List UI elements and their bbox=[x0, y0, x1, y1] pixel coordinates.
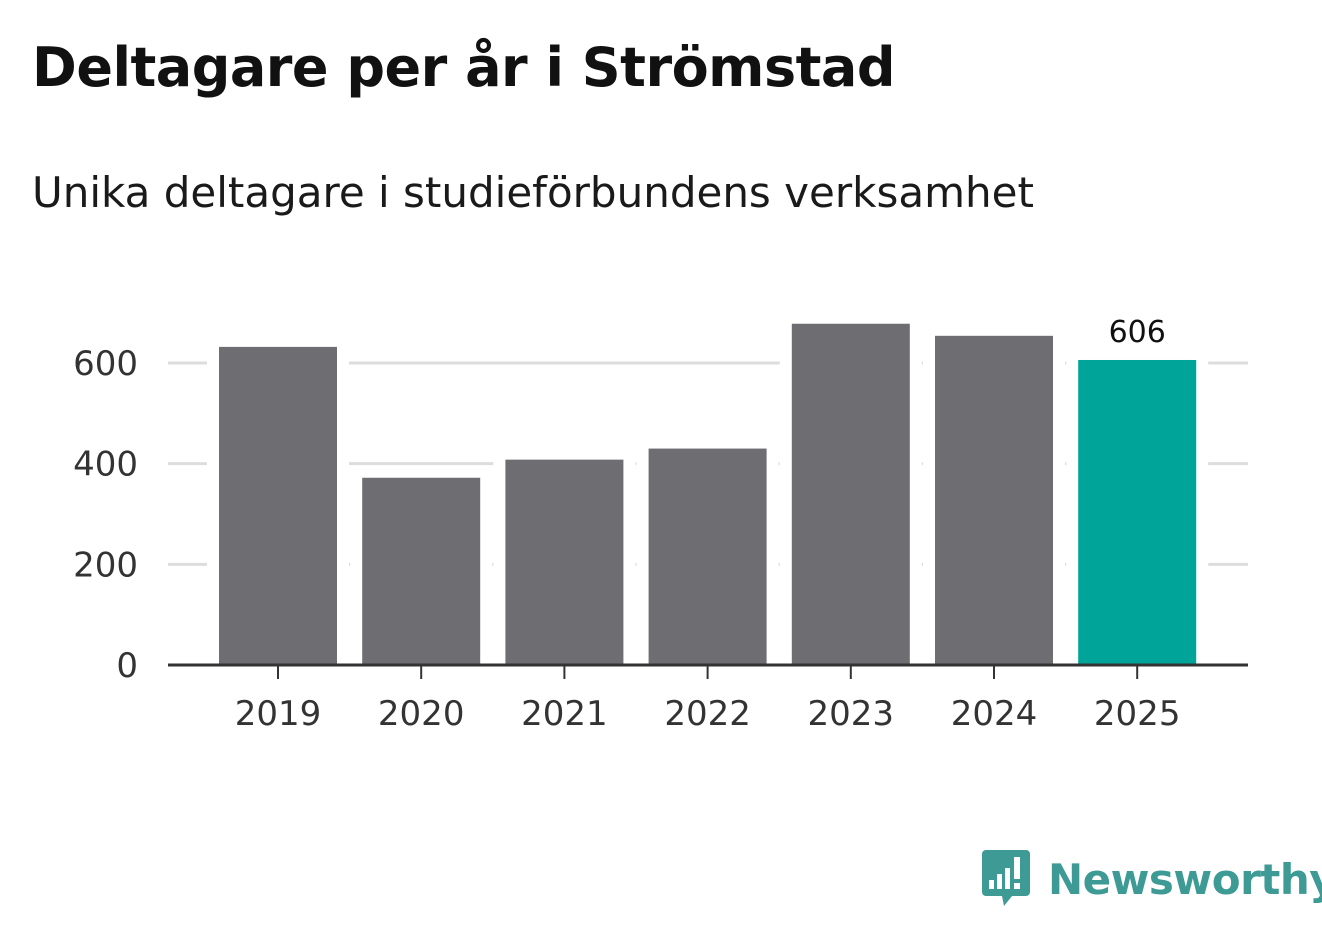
axes bbox=[168, 663, 1248, 679]
bar-2020 bbox=[362, 477, 481, 665]
x-tick-label: 2022 bbox=[664, 694, 751, 734]
y-tick-label: 0 bbox=[116, 646, 138, 686]
y-tick-label: 200 bbox=[73, 545, 138, 585]
bar-2022 bbox=[648, 448, 767, 665]
brand-name: Newsworthy bbox=[1048, 854, 1322, 904]
y-tick-label: 600 bbox=[73, 344, 138, 384]
labels: 0 200 400 600 2019 2020 2021 2022 2023 2024 2025 60… bbox=[73, 315, 1180, 734]
chart-subtitle: Unika deltagare i studieförbundens verks… bbox=[32, 168, 1034, 217]
bar-2024 bbox=[935, 335, 1053, 665]
x-tick-label: 2024 bbox=[951, 694, 1038, 734]
data-label: 606 bbox=[1109, 315, 1166, 350]
x-tick-label: 2023 bbox=[808, 694, 895, 734]
x-tick-label: 2020 bbox=[378, 694, 465, 734]
x-tick-label: 2021 bbox=[521, 694, 608, 734]
bar-2025 bbox=[1078, 359, 1197, 665]
bar-2021 bbox=[505, 459, 624, 665]
y-tick-label: 400 bbox=[73, 445, 138, 485]
newsworthy-logo-icon bbox=[982, 850, 1030, 906]
bar-2019 bbox=[219, 346, 337, 665]
chart-title: Deltagare per år i Strömstad bbox=[32, 36, 896, 99]
bars bbox=[207, 323, 1209, 665]
x-tick-label: 2025 bbox=[1094, 694, 1181, 734]
brand-logo: Newsworthy bbox=[980, 848, 1322, 910]
x-tick-label: 2019 bbox=[235, 694, 322, 734]
bar-2023 bbox=[791, 323, 910, 665]
